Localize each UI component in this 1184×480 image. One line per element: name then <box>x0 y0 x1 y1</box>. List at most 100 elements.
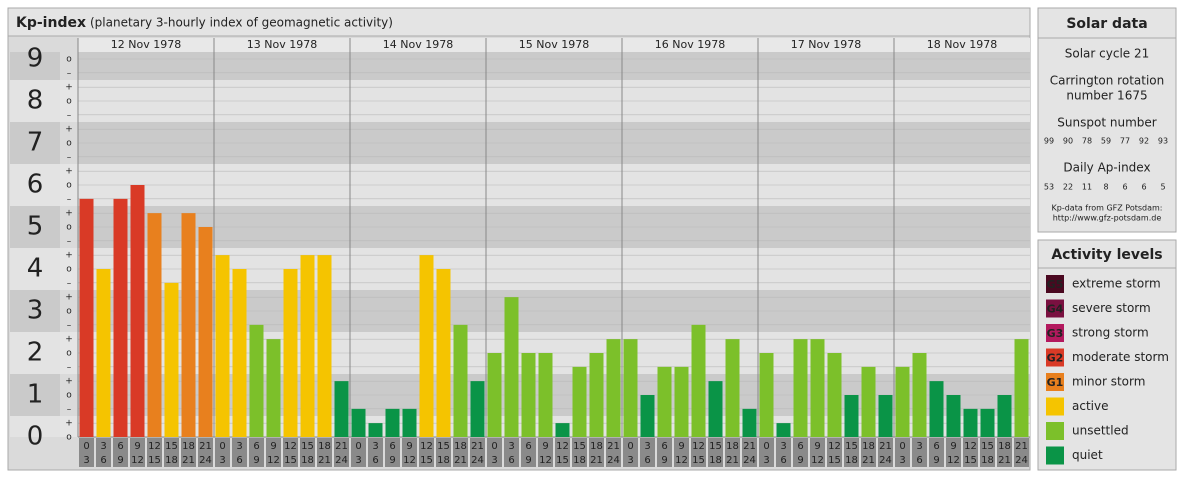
bar <box>436 269 451 437</box>
time-start: 21 <box>1015 441 1028 452</box>
sunspot-value: 78 <box>1082 137 1092 146</box>
time-start: 18 <box>182 441 195 452</box>
time-box <box>674 438 689 467</box>
time-box <box>589 438 604 467</box>
minor-tick-label: – <box>67 68 72 78</box>
time-end: 12 <box>539 455 552 466</box>
minor-tick-label: o <box>66 181 72 191</box>
bar <box>776 423 791 437</box>
y-tick-label: 3 <box>27 296 44 326</box>
bar <box>368 423 383 437</box>
time-start: 12 <box>964 441 977 452</box>
time-box <box>606 438 621 467</box>
time-box <box>79 438 94 467</box>
y-tick-label: 6 <box>27 170 44 200</box>
time-end: 3 <box>83 455 89 466</box>
y-tick-label: 2 <box>27 338 44 368</box>
time-start: 15 <box>301 441 314 452</box>
time-box <box>929 438 944 467</box>
time-box <box>691 438 706 467</box>
time-end: 12 <box>131 455 144 466</box>
y-tick-label: 8 <box>27 86 44 116</box>
time-end: 6 <box>100 455 106 466</box>
time-start: 15 <box>165 441 178 452</box>
time-start: 18 <box>318 441 331 452</box>
level-label: strong storm <box>1072 326 1149 340</box>
time-box <box>572 438 587 467</box>
carrington: number 1675 <box>1066 89 1147 103</box>
bar <box>198 227 213 437</box>
time-end: 18 <box>709 455 722 466</box>
time-end: 6 <box>644 455 650 466</box>
minor-tick-label: – <box>67 236 72 246</box>
time-start: 3 <box>372 441 378 452</box>
time-start: 18 <box>726 441 739 452</box>
level-swatch <box>1046 422 1064 440</box>
time-box <box>96 438 111 467</box>
time-end: 9 <box>253 455 259 466</box>
time-end: 3 <box>355 455 361 466</box>
sunspot-label: Sunspot number <box>1057 116 1156 130</box>
y-tick-label: 4 <box>27 254 44 284</box>
time-start: 21 <box>199 441 212 452</box>
bar <box>827 353 842 437</box>
time-start: 15 <box>845 441 858 452</box>
time-end: 15 <box>420 455 433 466</box>
time-box <box>181 438 196 467</box>
level-label: extreme storm <box>1072 277 1161 291</box>
minor-tick-label: + <box>65 125 73 135</box>
time-start: 0 <box>899 441 905 452</box>
time-box <box>453 438 468 467</box>
bar <box>521 353 536 437</box>
minor-tick-label: – <box>67 404 72 414</box>
time-end: 9 <box>797 455 803 466</box>
time-start: 6 <box>933 441 939 452</box>
ap-value: 11 <box>1082 183 1092 192</box>
title: Kp-index <box>16 15 86 31</box>
bar <box>623 339 638 437</box>
time-end: 12 <box>403 455 416 466</box>
sunspot-value: 99 <box>1044 137 1054 146</box>
time-end: 24 <box>1015 455 1028 466</box>
time-box <box>113 438 128 467</box>
time-box <box>164 438 179 467</box>
bar <box>283 269 298 437</box>
minor-tick-label: + <box>65 377 73 387</box>
level-swatch <box>1046 348 1064 367</box>
time-start: 6 <box>797 441 803 452</box>
ap-label: Daily Ap-index <box>1063 161 1150 175</box>
time-start: 18 <box>590 441 603 452</box>
bar <box>691 324 706 437</box>
time-end: 21 <box>726 455 739 466</box>
time-start: 15 <box>573 441 586 452</box>
time-start: 21 <box>471 441 484 452</box>
bar <box>402 408 417 437</box>
title-bar <box>7 7 1031 37</box>
minor-tick-label: o <box>66 139 72 149</box>
minor-tick-label: – <box>67 194 72 204</box>
time-box <box>300 438 315 467</box>
minor-tick-label: + <box>65 209 73 219</box>
time-start: 21 <box>879 441 892 452</box>
solar-panel <box>1037 7 1177 233</box>
bar <box>878 395 893 437</box>
y-tick-label: 1 <box>27 380 44 410</box>
bar <box>895 366 910 437</box>
bar <box>79 198 94 437</box>
time-end: 18 <box>573 455 586 466</box>
time-end: 6 <box>236 455 242 466</box>
minor-tick-label: + <box>65 251 73 261</box>
time-box <box>759 438 774 467</box>
bar <box>453 324 468 437</box>
time-end: 3 <box>627 455 633 466</box>
time-end: 21 <box>454 455 467 466</box>
time-start: 21 <box>335 441 348 452</box>
time-start: 12 <box>692 441 705 452</box>
level-label: minor storm <box>1072 375 1145 389</box>
time-start: 0 <box>355 441 361 452</box>
minor-tick-label: – <box>67 110 72 120</box>
level-swatch <box>1046 397 1064 416</box>
bar <box>759 353 774 437</box>
time-end: 9 <box>389 455 395 466</box>
time-end: 24 <box>471 455 484 466</box>
